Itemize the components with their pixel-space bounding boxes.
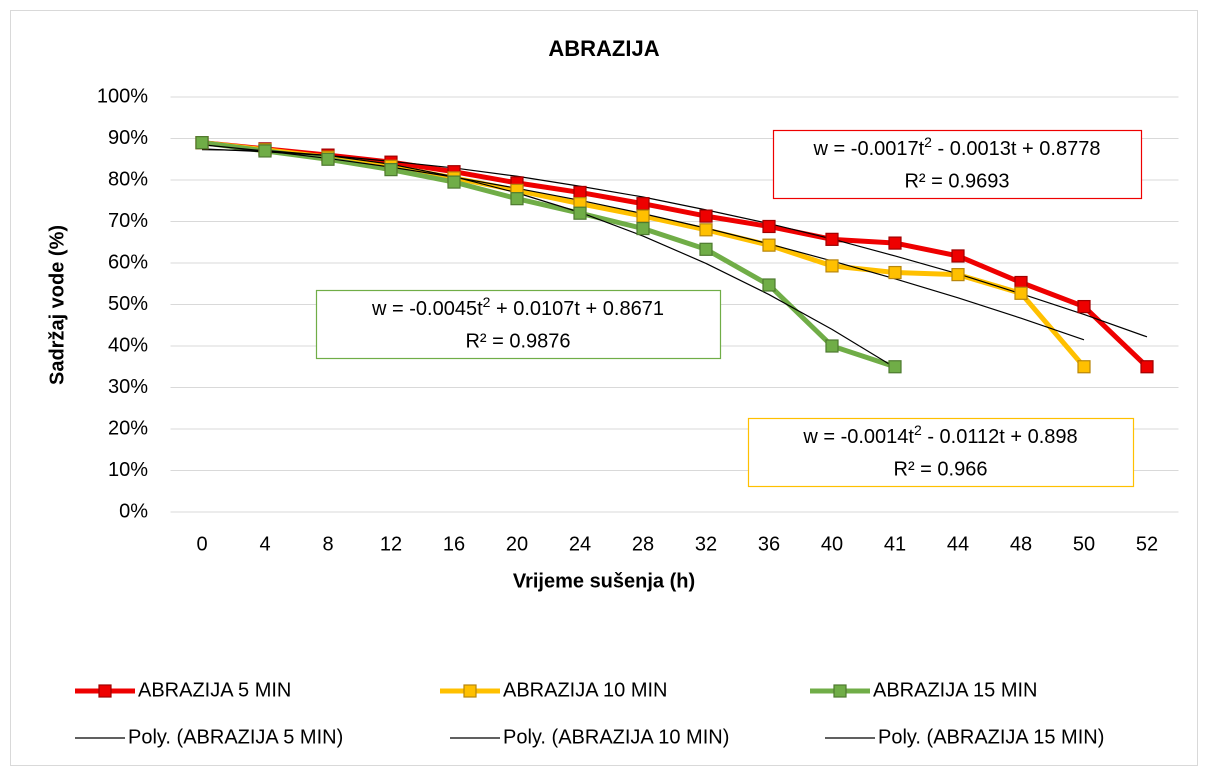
data-point: [1077, 299, 1091, 314]
data-point: [951, 268, 965, 282]
legend-marker: [833, 684, 847, 698]
data-point: [888, 360, 902, 374]
data-point: [825, 259, 839, 273]
x-tick-label: 40: [821, 533, 843, 555]
x-tick-label: 50: [1073, 533, 1095, 555]
annotation-equation: w = -0.0014t2 - 0.0112t + 0.898: [802, 422, 1077, 449]
annotation-r2: R² = 0.966: [894, 458, 988, 480]
data-point: [384, 163, 398, 177]
annotation-r2: R² = 0.9693: [904, 170, 1009, 192]
data-point: [447, 175, 461, 189]
equation-part: - 0.0013t + 0.8778: [932, 138, 1100, 160]
data-point: [636, 221, 650, 236]
legend-marker: [98, 684, 112, 698]
legend-marker: [463, 684, 477, 698]
y-axis-title: Sadržaj vode (%): [46, 225, 68, 385]
legend-label: Poly. (ABRAZIJA 5 MIN): [128, 726, 343, 748]
legend-label: ABRAZIJA 5 MIN: [138, 679, 291, 701]
equation-part: + 0.0107t + 0.8671: [490, 298, 664, 320]
x-tick-label: 20: [506, 533, 528, 555]
x-tick-label: 52: [1136, 533, 1158, 555]
equation-part: 2: [914, 422, 922, 438]
y-tick-label: 20%: [108, 417, 148, 439]
x-axis-title: Vrijeme sušenja (h): [513, 570, 695, 592]
equation-part: w = -0.0014t: [802, 426, 914, 448]
data-point: [258, 144, 272, 158]
annotation-box: [747, 417, 1135, 488]
data-point: [636, 209, 650, 223]
data-point: [321, 152, 335, 166]
data-point: [762, 238, 776, 252]
legend-label: Poly. (ABRAZIJA 10 MIN): [503, 726, 729, 748]
x-tick-label: 28: [632, 533, 654, 555]
data-point: [825, 339, 839, 353]
x-tick-label: 36: [758, 533, 780, 555]
x-tick-label: 44: [947, 533, 969, 555]
equation-part: 2: [483, 294, 491, 310]
chart-title: ABRAZIJA: [548, 36, 659, 61]
x-tick-label: 16: [443, 533, 465, 555]
legend-label: ABRAZIJA 15 MIN: [873, 679, 1038, 701]
y-tick-label: 70%: [108, 210, 148, 232]
y-tick-label: 40%: [108, 334, 148, 356]
data-point: [699, 209, 713, 223]
annotation-box: [315, 289, 722, 360]
legend-label: Poly. (ABRAZIJA 15 MIN): [878, 726, 1104, 748]
y-tick-label: 60%: [108, 251, 148, 273]
data-point: [888, 265, 902, 280]
data-point: [762, 219, 776, 234]
x-tick-label: 41: [884, 533, 906, 555]
annotation-equation: w = -0.0017t2 - 0.0013t + 0.8778: [813, 134, 1101, 161]
data-point: [195, 136, 209, 150]
y-tick-label: 90%: [108, 127, 148, 149]
data-point: [573, 185, 587, 200]
data-point: [951, 249, 965, 263]
data-point: [699, 242, 713, 256]
y-tick-label: 100%: [97, 85, 148, 107]
x-tick-label: 48: [1010, 533, 1032, 555]
x-tick-label: 12: [380, 533, 402, 555]
equation-part: 2: [924, 134, 932, 150]
equation-part: w = -0.0045t: [371, 298, 483, 320]
x-tick-label: 32: [695, 533, 717, 555]
annotation-equation: w = -0.0045t2 + 0.0107t + 0.8671: [371, 294, 664, 321]
y-tick-label: 0%: [119, 500, 148, 522]
data-point: [1077, 360, 1091, 374]
equation-part: w = -0.0017t: [813, 138, 925, 160]
data-point: [510, 192, 524, 206]
y-tick-label: 30%: [108, 376, 148, 398]
data-point: [762, 278, 776, 292]
y-tick-label: 10%: [108, 459, 148, 481]
annotation-box: [772, 129, 1143, 200]
data-point: [699, 223, 713, 237]
data-point: [636, 197, 650, 211]
trend-line: [201, 148, 1148, 338]
y-tick-label: 50%: [108, 293, 148, 315]
x-tick-label: 4: [259, 533, 270, 555]
trend-line: [201, 149, 896, 369]
y-tick-label: 80%: [108, 168, 148, 190]
x-tick-label: 24: [569, 533, 591, 555]
data-point: [825, 232, 839, 246]
equation-part: - 0.0112t + 0.898: [922, 426, 1078, 448]
data-point: [888, 236, 902, 250]
series-line: [201, 140, 896, 370]
x-tick-label: 0: [196, 533, 207, 555]
data-point: [573, 206, 587, 220]
x-tick-label: 8: [322, 533, 333, 555]
data-point: [1140, 360, 1154, 374]
legend-label: ABRAZIJA 10 MIN: [503, 679, 668, 701]
annotation-r2: R² = 0.9876: [465, 330, 570, 352]
data-point: [1014, 286, 1028, 300]
